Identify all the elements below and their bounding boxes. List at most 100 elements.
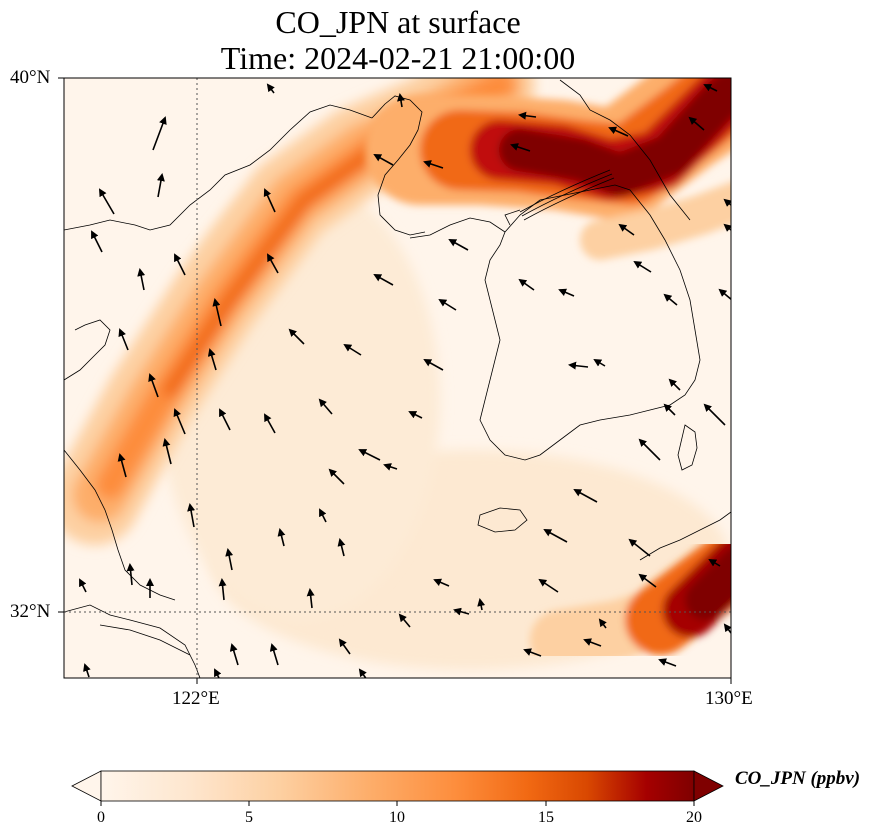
border-line — [504, 209, 521, 226]
dmz-line-1 — [519, 169, 611, 213]
wind-arrow — [723, 198, 731, 207]
tsushima-island — [677, 424, 698, 471]
wind-arrow — [373, 274, 394, 286]
coastline-west — [64, 319, 111, 381]
wind-arrow — [433, 578, 450, 587]
korean-peninsula-coast — [479, 184, 701, 461]
wind-arrow — [373, 154, 394, 166]
wind-arrow — [598, 618, 607, 629]
coastline-north — [64, 104, 373, 231]
wind-arrow — [83, 663, 91, 678]
wind-arrow — [156, 173, 165, 198]
wind-arrow — [423, 160, 444, 169]
lat-tick-label: 40°N — [10, 67, 51, 88]
wind-arrow — [423, 359, 444, 371]
coastline-bay — [409, 217, 506, 239]
lat-tick-label: 32°N — [10, 601, 51, 622]
wind-arrow — [173, 408, 186, 435]
wind-arrow — [229, 643, 239, 666]
wind-arrow — [126, 563, 135, 586]
wind-arrow — [398, 613, 411, 628]
wind-arrow — [718, 288, 731, 301]
wind-arrow — [358, 668, 367, 678]
wind-arrow — [453, 607, 470, 616]
wind-arrow — [523, 648, 542, 657]
wind-arrow — [91, 230, 103, 253]
dmz-line-2 — [521, 173, 613, 217]
wind-arrow — [337, 538, 346, 557]
wind-arrow — [358, 449, 381, 461]
wind-arrow — [723, 223, 731, 232]
wind-arrow — [703, 84, 718, 92]
map-subtitle: Time: 2024-02-21 21:00:00 — [220, 40, 576, 76]
wind-arrow — [568, 361, 589, 370]
wind-arrow — [263, 188, 276, 213]
gridlines — [64, 78, 731, 678]
wind-arrow — [212, 298, 222, 327]
wind-arrow — [269, 643, 279, 666]
wind-arrow — [638, 573, 657, 588]
concentration-field — [64, 78, 731, 678]
wind-arrow — [573, 489, 598, 503]
jeju-island — [477, 507, 528, 533]
wind-arrow — [288, 328, 305, 345]
wind-arrow — [343, 343, 362, 356]
wind-arrow — [510, 143, 531, 152]
wind-arrow — [438, 298, 457, 311]
wind-arrow — [118, 328, 129, 351]
wind-arrow — [628, 538, 651, 557]
wind-arrow — [448, 239, 469, 251]
wind-arrow — [162, 438, 172, 465]
wind-arrow — [264, 413, 276, 434]
map-title: CO_JPN at surface — [275, 4, 521, 40]
wind-arrow — [408, 411, 423, 419]
lon-tick-label: 130°E — [705, 688, 753, 709]
wind-arrow — [633, 260, 652, 273]
wind-arrow — [688, 116, 705, 131]
colorbar-tick-label: 20 — [686, 809, 702, 826]
wind-arrow — [668, 378, 681, 391]
wind-arrow — [137, 268, 146, 291]
colorbar-gradient — [100, 770, 695, 802]
wind-arrow — [267, 253, 279, 274]
wind-arrow — [266, 83, 275, 94]
coastlines — [64, 79, 731, 678]
wind-arrow — [608, 126, 629, 137]
wind-arrow — [98, 188, 115, 215]
wind-arrow — [79, 578, 87, 593]
wind-vectors — [79, 83, 731, 678]
wind-arrow — [277, 528, 286, 547]
wind-arrow — [543, 529, 568, 543]
wind-arrow — [174, 253, 186, 276]
wind-arrow — [658, 658, 677, 667]
wind-arrow — [583, 638, 602, 647]
wind-arrow — [319, 508, 327, 523]
map-frame — [63, 77, 732, 679]
colorbar-tick-label: 0 — [97, 809, 105, 826]
wind-arrow — [383, 463, 398, 471]
colorbar-label: CO_JPN (ppbv) — [735, 768, 861, 789]
wind-arrow — [219, 408, 231, 431]
coastline-northeast — [559, 79, 691, 221]
wind-arrow — [638, 438, 661, 461]
wind-arrow — [207, 348, 217, 371]
colorbar-tick-label: 15 — [538, 809, 554, 826]
wind-arrow — [538, 578, 559, 593]
wind-arrow — [306, 588, 315, 609]
wind-arrow — [225, 548, 234, 571]
wind-arrow — [477, 598, 486, 611]
coastline-delta — [64, 604, 201, 678]
wind-arrow — [214, 668, 222, 678]
wind-arrow — [518, 278, 535, 291]
wind-arrow — [338, 638, 351, 655]
kyushu-coast — [639, 511, 731, 561]
colorbar-extend-min — [71, 770, 102, 802]
plume-southeast — [530, 526, 731, 670]
wind-arrow — [117, 453, 127, 478]
colorbar-tick-label: 10 — [389, 809, 405, 826]
wind-arrow — [318, 398, 333, 415]
dmz-line-3 — [523, 177, 615, 221]
wind-arrow — [663, 403, 676, 416]
